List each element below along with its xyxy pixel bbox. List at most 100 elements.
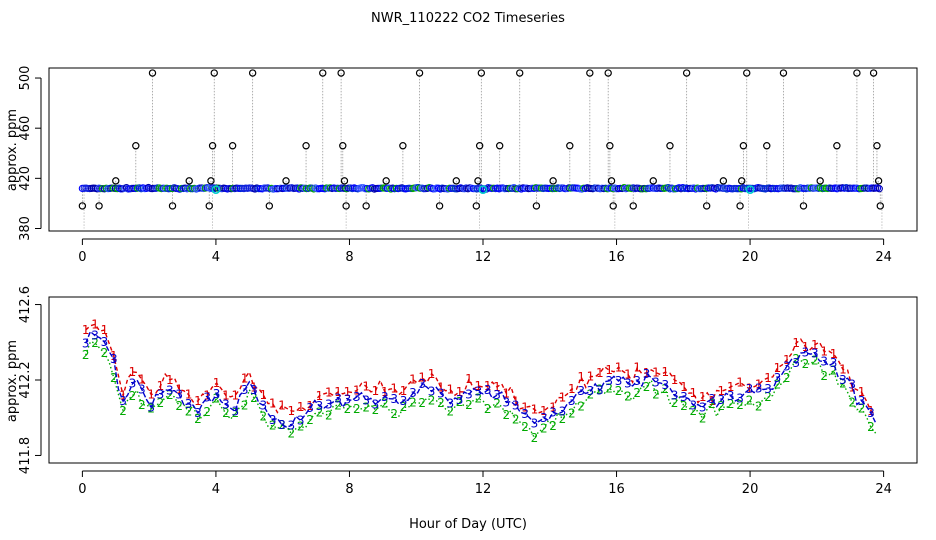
spike-point [874,177,883,185]
series-1-marker: 1 [400,384,408,398]
series-3-marker: 3 [446,397,454,411]
spike-point [474,177,482,185]
spike-point [210,69,218,77]
series-1-marker: 1 [848,380,856,394]
spike-point [738,177,746,185]
series-2-marker: 2 [446,405,454,419]
series-2-marker: 2 [428,393,436,407]
series-2-marker: 2 [811,353,819,367]
baseline-point [122,184,131,192]
series-3-marker: 3 [269,413,277,427]
series-1-marker: 1 [549,401,557,415]
series-2-marker: 2 [549,419,557,433]
series-3-marker: 3 [437,387,445,401]
series-3-marker: 3 [334,391,342,405]
series-1-marker: 1 [680,380,688,394]
series-2-marker: 2 [540,422,548,436]
series-1-marker: 1 [101,323,109,337]
spike-point [282,177,290,185]
bottom-x-tick-label: 8 [345,482,353,497]
spike-point [340,177,349,185]
top-panel: 0 4 8 12 16 20 24 380 420 460 500 approx. ppm [5,66,918,265]
bottom-y-axis-label: approx. ppm [5,340,20,422]
series-2-marker: 2 [231,406,239,420]
series-1-marker: 1 [596,366,604,380]
bottom-plot-frame [48,296,918,464]
series-3-marker: 3 [624,377,632,391]
series-2-marker: 2 [736,398,744,412]
spike-point [132,142,140,150]
series-2-marker: 2 [213,391,221,405]
series-1-marker: 1 [260,388,268,402]
spike-point [869,69,878,77]
series-3-marker: 3 [605,374,613,388]
spike-point [78,202,87,210]
series-1-marker: 1 [344,385,352,399]
series-2-marker: 2 [680,399,688,413]
series-2-marker: 2 [764,390,772,404]
top-x-tick-label: 20 [742,250,759,265]
series-2-marker: 2 [269,419,277,433]
series-2-marker: 2 [456,395,464,409]
series-2-marker: 2 [288,427,296,441]
series-2-marker: 2 [652,387,660,401]
spike-point [319,69,327,77]
series-1-marker: 1 [278,399,286,413]
spike-point [816,177,824,185]
series-3-marker: 3 [194,406,202,420]
series-2-marker: 2 [82,348,90,362]
spike-point [702,202,711,210]
series-1-marker: 1 [867,404,875,418]
series-3-marker: 3 [306,401,314,415]
series-1-marker: 1 [671,373,679,387]
series-1-marker: 1 [521,400,529,414]
series-2-marker: 2 [260,410,268,424]
series-2-marker: 2 [839,376,847,390]
spike-point [337,69,345,77]
series-1-marker: 1 [456,385,464,399]
series-1-marker: 1 [119,389,127,403]
spike-point [607,177,616,185]
series-2-marker: 2 [157,396,165,410]
series-2-marker: 2 [820,369,828,383]
series-3-marker: 3 [858,394,866,408]
series-1-marker: 1 [316,389,324,403]
bottom-x-tick-label: 12 [475,482,492,497]
series-3-marker: 3 [241,383,249,397]
series-3-marker: 3 [119,394,127,408]
bottom-x-tick-label: 20 [742,482,759,497]
series-1-marker: 1 [185,388,193,402]
series-1-marker: 1 [334,385,342,399]
series-2-marker: 2 [381,396,389,410]
top-x-tick-label: 12 [475,250,492,265]
series-3-marker: 3 [185,397,193,411]
bottom-x-tick-label: 24 [875,482,892,497]
series-3-marker: 3 [820,355,828,369]
series-3-marker: 3 [110,352,118,366]
series-2-marker: 2 [867,420,875,434]
series-3-marker: 3 [101,335,109,349]
series-2-marker: 2 [353,402,361,416]
series-2-marker: 2 [119,404,127,418]
spike-point [95,202,103,210]
series-1-marker: 1 [615,360,623,374]
series-2-marker: 2 [465,398,473,412]
series-1-marker: 1 [708,394,716,408]
series-3-marker: 3 [633,374,641,388]
spike-point [586,69,594,77]
series-1-line [85,323,877,416]
series-1-marker: 1 [633,361,641,375]
series-2-marker: 2 [334,398,342,412]
series-1-marker: 1 [624,367,632,381]
series-2-marker: 2 [344,402,352,416]
series-3-marker: 3 [475,385,483,399]
spike-point [833,142,841,150]
series-3-marker: 3 [493,388,501,402]
top-x-tick-label: 0 [78,250,86,265]
series-1-marker: 1 [250,380,258,394]
series-1-marker: 1 [643,366,651,380]
top-data-layer [78,69,884,229]
series-3-marker: 3 [362,394,370,408]
spike-point [604,69,612,77]
